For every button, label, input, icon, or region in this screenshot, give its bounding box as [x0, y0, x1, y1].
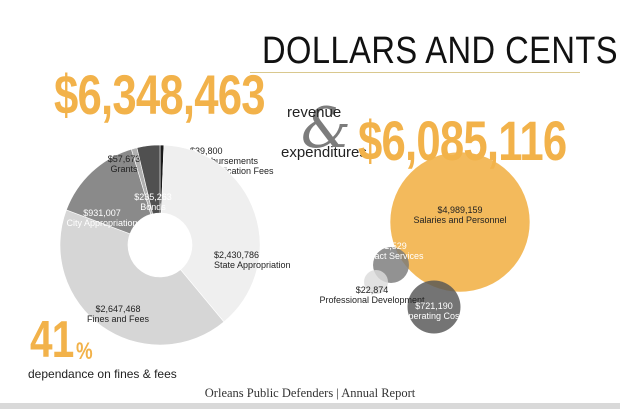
donut-slice-label: $57,673 Grants [108, 154, 141, 174]
dependance-percent: 41 [30, 311, 74, 369]
donut-slice-label: $39,800 Reimbursements and Application Fee… [190, 146, 274, 176]
revenue-amount: $6,348,463 [54, 63, 266, 126]
ampersand: & [301, 96, 351, 161]
expenditures-label: expenditures [281, 144, 367, 161]
donut-slice-label: $2,647,468 Fines and Fees [87, 304, 150, 324]
donut-slice [65, 148, 152, 235]
expenditure-bubble [407, 280, 461, 334]
donut-slice [160, 144, 261, 323]
expenditure-bubble [390, 152, 530, 292]
expenditure-bubble-label: $721,190 Operating Costs [401, 301, 467, 321]
donut-slice-label: $931,007 City Appropriation [66, 208, 137, 228]
revenue-donut-chart: $39,800 Reimbursements and Application Fee… [59, 144, 291, 346]
donut-slice [136, 144, 161, 215]
expenditure-bubble-label: $331,529 Contract Services [352, 241, 424, 261]
page-title: DOLLARS AND CENTS [262, 30, 618, 72]
donut-slice-label: $2,430,786 State Appropriation [214, 250, 291, 270]
donut-slice [59, 209, 225, 346]
dependance-label: dependance on fines & fees [28, 367, 177, 381]
expenditure-bubble-chart: $4,989,159 Salaries and Personnel $331,529… [319, 152, 530, 334]
expenditure-bubble-label: $4,989,159 Salaries and Personnel [413, 205, 506, 225]
bottom-bar [0, 403, 620, 409]
footer-text: Orleans Public Defenders | Annual Report [204, 386, 416, 400]
dependance-percent-sign: % [76, 338, 93, 365]
expenditure-bubble [364, 270, 388, 294]
title-divider [250, 72, 580, 73]
donut-slice-label: $235,263 Bonds [134, 192, 172, 212]
expenditure-bubble-label: $22,874 Professional Development [319, 285, 425, 305]
revenue-label: revenue [287, 104, 342, 121]
